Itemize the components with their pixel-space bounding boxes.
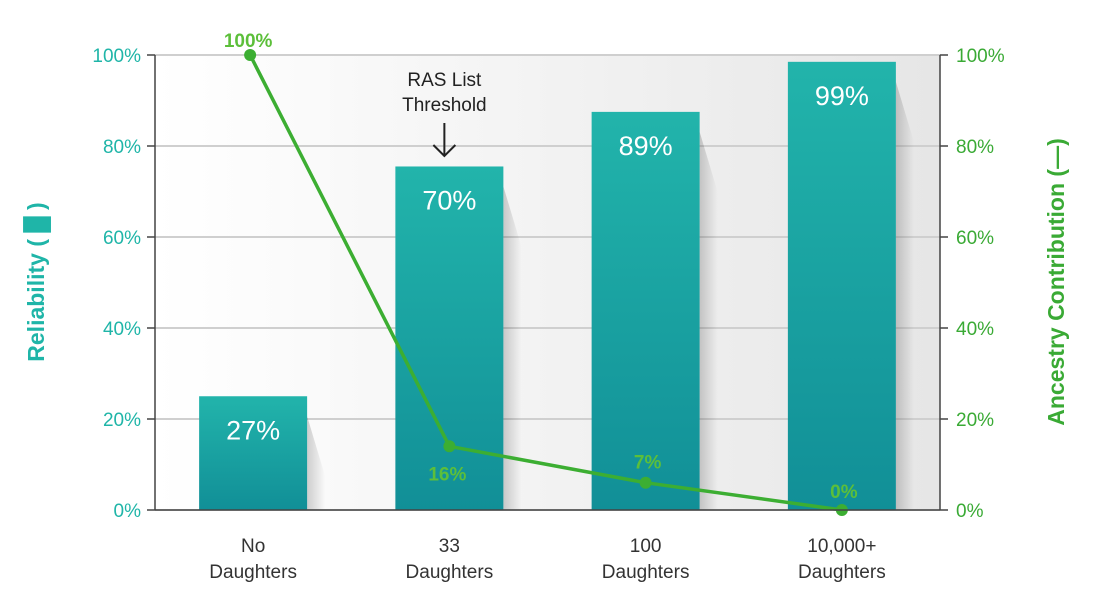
x-tick-label: 10,000+ Daughters [798,536,886,583]
bar-shadow [307,416,326,510]
y-tick-label-left: 100% [92,46,141,67]
bar-reliability [199,396,308,510]
ancestry-point [639,476,652,489]
line-value-label: 100% [224,31,273,52]
line-value-label: 7% [634,453,662,474]
annotation-arrow-head [432,144,457,158]
bar-value-label: 70% [422,185,476,215]
bar-reliability [591,111,700,510]
data-labels: 27% 70% 89% 99% 100% 16% 7% 0% [224,31,869,503]
bar-reliability [395,166,504,510]
x-tick-label: No Daughters [209,536,297,583]
y-tick-label-right: 0% [956,501,984,522]
y-tick-label-left: 20% [103,410,141,431]
line-value-label: 0% [830,482,858,503]
axes: 0% 0% 20% 20% 40% 40% 60% 60% 80% 80% 100% 100% No Da… [92,46,1004,583]
ancestry-point [244,49,257,61]
bar-shadow [699,131,718,510]
y-tick-label-right: 100% [956,46,1005,67]
y-tick-label-left: 60% [103,228,141,249]
bar-value-label: 89% [619,131,673,161]
annotation-text: RAS List Threshold [402,70,487,116]
y-tick-label-left: 40% [103,319,141,340]
y-tick-label-right: 80% [956,137,994,158]
bar-shadow [895,81,914,510]
bars [199,61,914,510]
y-axis-title-right: Ancestry Contribution (—) [1043,138,1069,426]
x-tick-label: 33 Daughters [406,536,494,583]
ancestry-polyline [248,54,843,512]
y-tick-label-left: 0% [114,501,142,522]
y-tick-label-right: 60% [956,228,994,249]
line-value-label: 16% [428,464,466,485]
y-tick-label-left: 80% [103,137,141,158]
ras-threshold-annotation: RAS List Threshold [402,70,487,158]
y-tick-label-right: 40% [956,319,994,340]
bar-value-label: 99% [815,81,869,111]
x-tick-label: 100 Daughters [602,536,690,583]
bar-shadow [503,186,522,510]
bar-reliability [787,61,896,510]
y-axis-title-left: Reliability ( █ ) [23,202,51,361]
ancestry-point [443,440,456,453]
bar-value-label: 27% [226,415,280,445]
y-tick-label-right: 20% [956,410,994,431]
